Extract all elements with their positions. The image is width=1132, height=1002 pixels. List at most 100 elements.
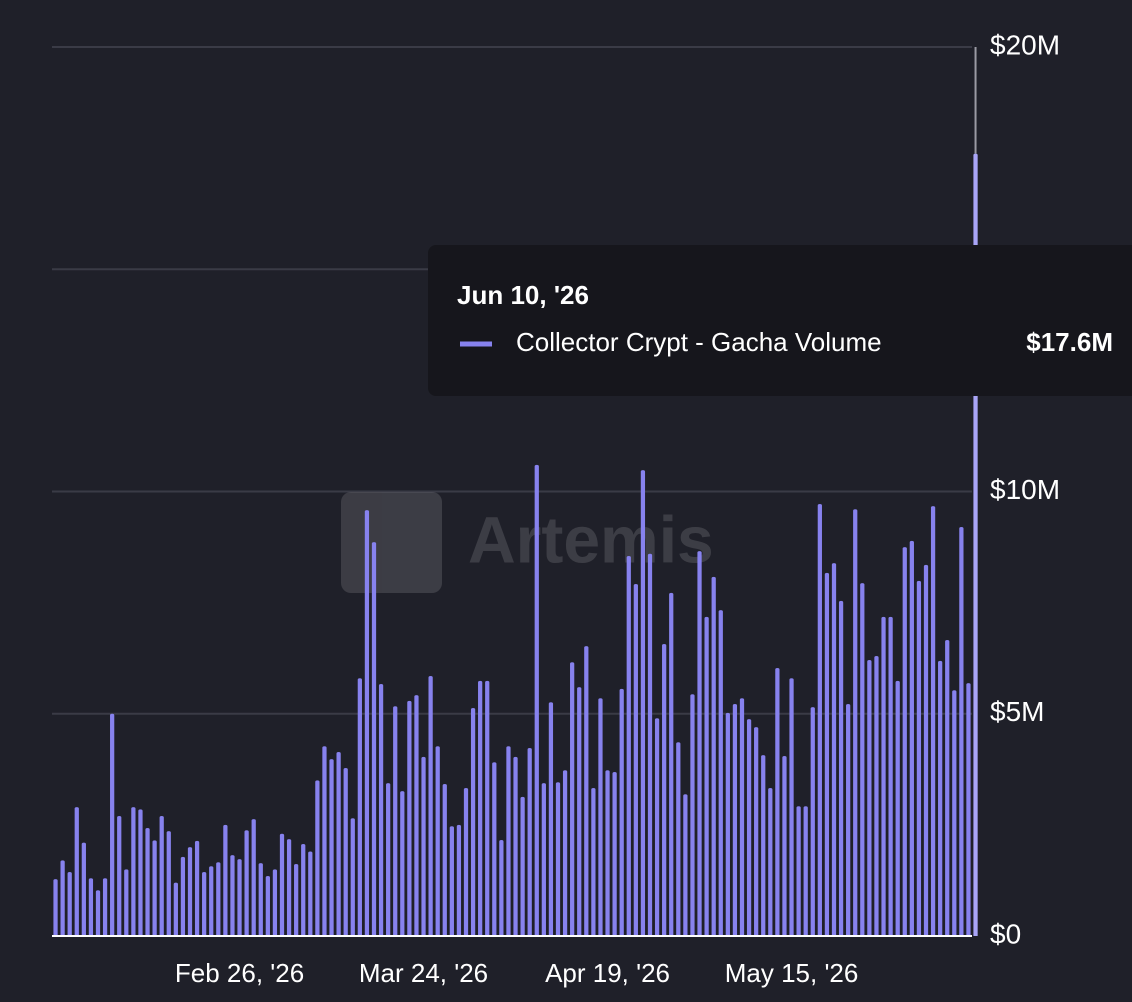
- bar: [619, 688, 624, 936]
- bar: [400, 791, 405, 936]
- bar: [612, 771, 617, 936]
- bar: [258, 863, 263, 936]
- bar: [138, 809, 143, 936]
- bar: [470, 707, 476, 936]
- bar: [761, 755, 766, 936]
- bar: [874, 655, 879, 936]
- bar: [909, 540, 914, 936]
- tooltip-value: $17.6M: [1026, 327, 1113, 357]
- bar: [67, 871, 72, 936]
- bar: [704, 616, 709, 936]
- bar: [145, 827, 150, 936]
- bar: [442, 783, 447, 936]
- bar: [102, 878, 108, 936]
- bar: [846, 703, 851, 936]
- bar: [343, 767, 348, 936]
- bar: [194, 840, 200, 936]
- bar: [308, 851, 313, 936]
- bar: [860, 583, 865, 936]
- bar: [647, 553, 653, 936]
- bar: [690, 694, 695, 936]
- bar: [456, 824, 462, 936]
- bar: [916, 580, 922, 936]
- bar: [230, 855, 235, 936]
- bar: [414, 695, 419, 936]
- bar: [499, 839, 504, 936]
- bar: [527, 747, 532, 936]
- bar: [838, 600, 844, 936]
- bar: [166, 831, 171, 936]
- bar: [945, 639, 950, 936]
- bar: [88, 878, 94, 936]
- tooltip-series: Collector Crypt - Gacha Volume: [516, 327, 882, 357]
- bar: [110, 713, 115, 936]
- bar: [669, 592, 674, 936]
- watermark: Artemis: [341, 492, 714, 593]
- bar: [428, 675, 433, 936]
- bar: [520, 796, 525, 936]
- bar: [867, 659, 872, 936]
- bar: [584, 646, 589, 936]
- x-tick-label: Feb 26, '26: [175, 958, 304, 988]
- bar: [640, 470, 646, 936]
- bar: [329, 759, 334, 936]
- bar: [930, 506, 936, 936]
- bar: [810, 707, 815, 936]
- bar: [131, 807, 136, 936]
- bar: [286, 839, 292, 936]
- bar: [768, 787, 773, 936]
- bar: [294, 863, 299, 936]
- bar: [782, 755, 787, 936]
- y-tick-label: $0: [990, 918, 1021, 949]
- watermark-logo: [341, 492, 442, 593]
- bar: [534, 464, 539, 936]
- bar: [95, 890, 101, 936]
- bar: [202, 871, 207, 936]
- bar: [322, 746, 327, 936]
- bar: [350, 818, 355, 936]
- bar: [952, 690, 957, 936]
- bar: [315, 780, 320, 936]
- bar: [386, 783, 391, 936]
- bar: [53, 879, 58, 936]
- tooltip: Jun 10, '26 Collector Crypt - Gacha Volu…: [428, 245, 1132, 396]
- bar: [364, 510, 370, 936]
- y-tick-label: $10M: [990, 474, 1060, 505]
- tooltip-date: Jun 10, '26: [457, 280, 589, 310]
- bar: [570, 662, 575, 936]
- tooltip-box: [428, 245, 1132, 396]
- bar: [371, 542, 377, 936]
- bar: [124, 869, 129, 936]
- bar: [478, 680, 483, 936]
- bar: [697, 551, 702, 936]
- bar: [662, 643, 667, 936]
- bar: [485, 680, 490, 936]
- bar: [421, 756, 426, 936]
- bar: [81, 842, 86, 936]
- bar: [803, 806, 808, 936]
- bars: [53, 47, 978, 936]
- bar: [824, 572, 830, 936]
- y-tick-label: $5M: [990, 696, 1044, 727]
- bar: [732, 703, 738, 936]
- bar: [881, 616, 886, 936]
- bar: [562, 770, 568, 936]
- bar: [654, 718, 660, 936]
- bar: [746, 719, 752, 936]
- bar: [605, 770, 610, 936]
- bar: [272, 869, 278, 936]
- bar: [966, 683, 971, 936]
- bar: [244, 830, 249, 936]
- bar: [180, 856, 186, 936]
- bar: [513, 756, 518, 936]
- bar: [216, 862, 221, 936]
- bar: [902, 547, 907, 936]
- bar: [393, 706, 398, 936]
- bar: [492, 762, 497, 936]
- bar: [237, 859, 242, 936]
- bar: [548, 702, 554, 936]
- bar: [895, 680, 900, 936]
- bar: [152, 840, 157, 936]
- bar: [796, 806, 801, 936]
